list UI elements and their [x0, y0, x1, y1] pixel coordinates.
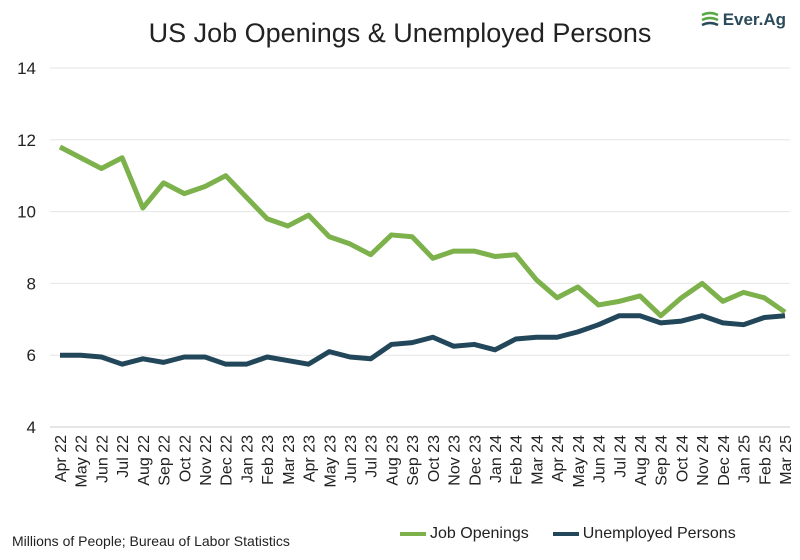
legend-swatch [400, 532, 426, 536]
x-tick-label: May 22 [74, 435, 91, 488]
x-tick-label: Mar 24 [529, 435, 546, 485]
x-tick-label: Jun 22 [94, 435, 111, 483]
x-tick-label: Dec 22 [219, 435, 236, 486]
legend-item-job-openings: Job Openings [400, 525, 529, 543]
x-tick-label: Aug 24 [633, 435, 650, 486]
series-line-unemployed-persons [60, 313, 786, 367]
x-tick-label: Jun 24 [592, 435, 609, 483]
x-tick-label: Mar 25 [778, 435, 795, 485]
x-tick-label: Feb 25 [757, 435, 774, 485]
y-tick-label: 10 [17, 203, 36, 222]
logo: Ever.Ag [700, 10, 786, 30]
source-note: Millions of People; Bureau of Labor Stat… [12, 533, 290, 549]
legend-label: Job Openings [430, 525, 529, 542]
x-tick-label: Nov 24 [695, 435, 712, 486]
legend-item-unemployed: Unemployed Persons [552, 525, 736, 543]
y-tick-label: 4 [27, 418, 36, 437]
x-tick-label: Dec 24 [716, 435, 733, 486]
y-tick-label: 6 [27, 346, 36, 365]
logo-icon [701, 11, 719, 27]
x-tick-label: Feb 24 [509, 435, 526, 485]
y-tick-label: 12 [17, 131, 36, 150]
x-tick-label: Oct 22 [177, 435, 194, 482]
x-tick-label: Feb 23 [260, 435, 277, 485]
legend-swatch [552, 532, 579, 536]
series-line-job-openings [58, 144, 787, 319]
x-tick-label: Sep 23 [405, 435, 422, 486]
x-tick-label: Nov 23 [447, 435, 464, 486]
x-tick-label: Jul 22 [115, 435, 132, 478]
x-tick-label: Jul 23 [364, 435, 381, 478]
x-tick-label: Jan 24 [488, 435, 505, 483]
y-tick-label: 14 [17, 59, 36, 78]
x-tick-label: Jan 25 [737, 435, 754, 483]
legend: Job Openings Unemployed Persons [400, 525, 736, 543]
x-tick-label: Aug 23 [384, 435, 401, 486]
x-tick-label: Sep 24 [654, 435, 671, 486]
chart-title: US Job Openings & Unemployed Persons [148, 18, 652, 48]
x-tick-label: Oct 23 [426, 435, 443, 482]
x-tick-label: Aug 22 [136, 435, 153, 486]
y-tick-label: 8 [27, 274, 36, 293]
x-tick-label: Apr 23 [302, 435, 319, 482]
x-tick-label: Sep 22 [157, 435, 174, 486]
legend-label: Unemployed Persons [582, 525, 736, 542]
x-tick-label: Dec 23 [467, 435, 484, 486]
x-tick-label: Apr 22 [53, 435, 70, 482]
logo-text: Ever.Ag [722, 10, 786, 29]
x-tick-label: Mar 23 [281, 435, 298, 485]
x-tick-label: Jan 23 [239, 435, 256, 483]
x-tick-label: Apr 24 [550, 435, 567, 482]
x-tick-label: Oct 24 [674, 435, 691, 482]
x-tick-label: May 24 [571, 435, 588, 488]
x-tick-label: Jul 24 [612, 435, 629, 478]
x-tick-label: Jun 23 [343, 435, 360, 483]
x-tick-label: Nov 22 [198, 435, 215, 486]
x-tick-label: May 23 [322, 435, 339, 488]
